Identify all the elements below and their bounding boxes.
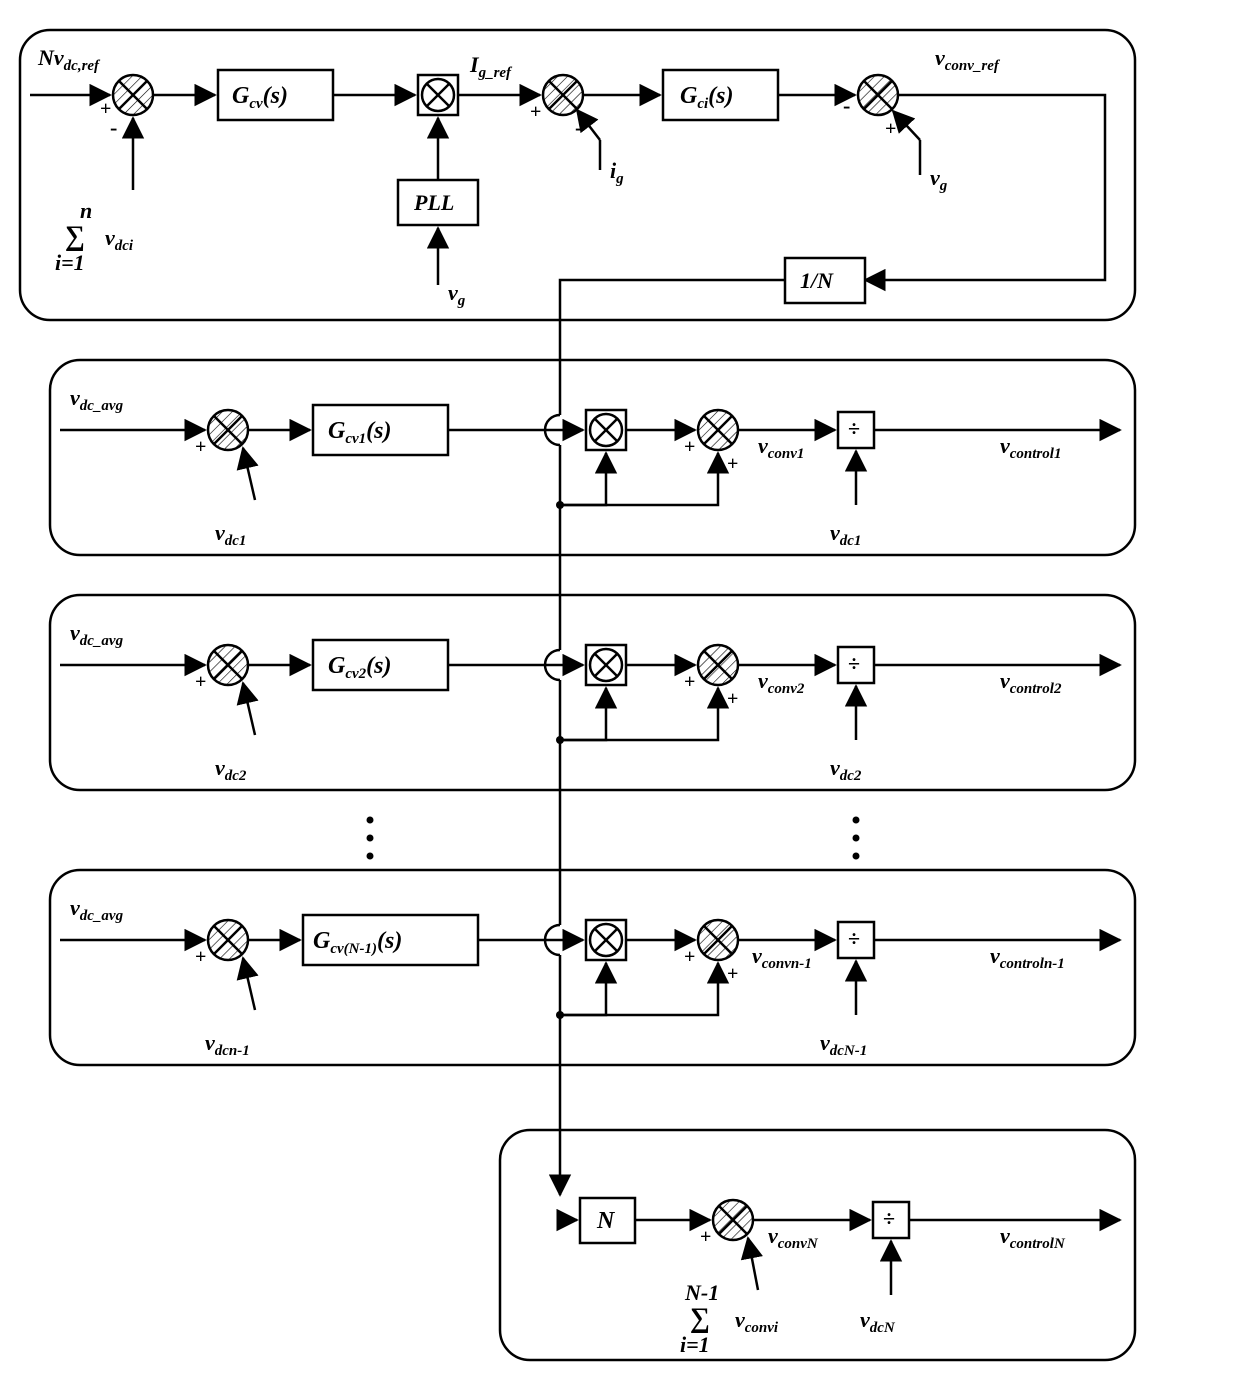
svg-text:+: + [530, 101, 541, 123]
svg-text:÷: ÷ [883, 1206, 895, 1231]
svg-text:÷: ÷ [848, 651, 860, 676]
svg-text:vcontrolN: vcontrolN [1000, 1223, 1066, 1252]
label-vg-pll: vg [448, 280, 466, 309]
svg-text:vdc_avg: vdc_avg [70, 385, 124, 414]
label-vconvref: vconv_ref [935, 45, 1001, 74]
svg-text:+: + [684, 671, 695, 693]
svg-text:vconv2: vconv2 [758, 668, 805, 697]
module-2: vdc_avg + - vdc2 Gcv2(s) + + [50, 595, 1135, 790]
label-ig: ig [610, 158, 624, 187]
svg-text:+: + [700, 1226, 711, 1248]
svg-text:vcontrol1: vcontrol1 [1000, 433, 1061, 462]
svg-text:÷: ÷ [848, 416, 860, 441]
control-block-diagram: Nvdc,ref + - n ∑ i=1 vdci Gcv(s) PLL vg … [0, 0, 1240, 1399]
svg-text:+: + [727, 963, 738, 985]
sum2-top [543, 75, 583, 115]
svg-text:vdcN: vdcN [860, 1307, 896, 1336]
svg-text:+: + [727, 453, 738, 475]
svg-text:vconv1: vconv1 [758, 433, 804, 462]
svg-text:vconvn-1: vconvn-1 [752, 943, 812, 972]
label-vg-sum3: vg [930, 165, 948, 194]
svg-text:vconvi: vconvi [735, 1307, 779, 1336]
svg-text:vdci: vdci [105, 225, 134, 254]
svg-text:-: - [843, 93, 850, 118]
svg-text:vcontrol2: vcontrol2 [1000, 668, 1062, 697]
svg-text:+: + [195, 436, 206, 458]
svg-text:i=1: i=1 [55, 250, 85, 275]
svg-text:i=1: i=1 [680, 1332, 710, 1357]
svg-text:+: + [684, 946, 695, 968]
svg-text:÷: ÷ [848, 926, 860, 951]
svg-text:-: - [110, 115, 117, 140]
svg-text:+: + [727, 688, 738, 710]
svg-text:vdc1: vdc1 [830, 520, 861, 549]
svg-text:N: N [596, 1208, 616, 1234]
sum1 [113, 75, 153, 115]
svg-text:vdcn-1: vdcn-1 [205, 1030, 250, 1059]
sum3-top [858, 75, 898, 115]
svg-text:N-1: N-1 [684, 1280, 719, 1305]
svg-text:+: + [684, 436, 695, 458]
svg-text:vcontroln-1: vcontroln-1 [990, 943, 1065, 972]
svg-text:vdc2: vdc2 [215, 755, 247, 784]
label-nvdcref: Nvdc,ref [37, 45, 101, 74]
svg-text:vdc2: vdc2 [830, 755, 862, 784]
svg-text:vdc_avg: vdc_avg [70, 620, 124, 649]
svg-text:+: + [885, 118, 896, 140]
sigma-top: ∑ [65, 221, 85, 252]
svg-text:vdc1: vdc1 [215, 520, 246, 549]
svg-text:-: - [575, 115, 582, 140]
label-igref: Ig_ref [469, 52, 513, 81]
svg-text:vdc_avg: vdc_avg [70, 895, 124, 924]
svg-text:+: + [195, 671, 206, 693]
svg-text:vconvN: vconvN [768, 1223, 819, 1252]
svg-text:∑: ∑ [690, 1303, 710, 1334]
svg-text:+: + [195, 946, 206, 968]
block-pll: PLL [413, 190, 454, 215]
module-n-1: vdc_avg + - vdcn-1 Gcv(N-1)(s) + + [50, 870, 1135, 1065]
module-1: vdc_avg + - vdc1 Gcv1(s) + + [50, 360, 1135, 555]
label-n: n [80, 198, 92, 223]
svg-text:vdcN-1: vdcN-1 [820, 1030, 867, 1059]
block-1overN: 1/N [800, 268, 834, 293]
module-n: N + - N-1 ∑ i=1 vconvi vconvN ÷ vdcN vco… [500, 1130, 1135, 1360]
